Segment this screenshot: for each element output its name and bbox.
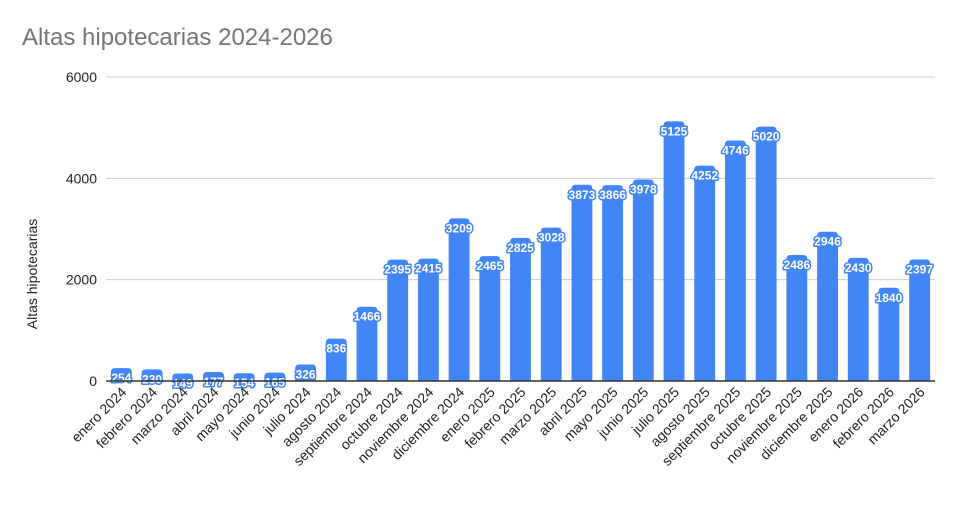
data-label: 4252	[691, 169, 718, 183]
bar	[878, 287, 900, 381]
data-label: 154	[234, 376, 254, 390]
bar	[602, 185, 624, 381]
bars	[110, 121, 931, 381]
bar	[141, 369, 163, 381]
bar	[663, 121, 685, 381]
bar	[755, 126, 777, 381]
data-label: 2486	[783, 258, 810, 272]
y-tick-label: 0	[89, 373, 97, 389]
data-label: 2415	[415, 262, 442, 276]
bar	[233, 373, 255, 381]
bar	[479, 256, 501, 381]
data-label: 1840	[876, 291, 903, 305]
bar	[203, 372, 224, 381]
chart-title: Altas hipotecarias 2024-2026	[22, 24, 333, 51]
bar	[264, 372, 286, 381]
data-label: 2465	[476, 259, 503, 273]
bar	[817, 231, 838, 381]
bar	[724, 140, 746, 381]
data-label: 2825	[507, 241, 534, 255]
data-label: 165	[265, 376, 285, 390]
data-label: 3978	[630, 182, 657, 196]
data-label: 4746	[722, 144, 749, 158]
y-axis-label: Altas hipotecarias	[24, 219, 40, 330]
bar	[694, 165, 716, 381]
data-label: 2395	[384, 263, 411, 277]
bar	[417, 258, 439, 381]
data-label: 177	[203, 375, 223, 389]
y-tick-label: 6000	[66, 69, 97, 85]
bar	[540, 227, 562, 381]
bar	[356, 306, 378, 381]
y-tick-label: 4000	[66, 170, 97, 186]
bar	[847, 257, 869, 381]
bar	[632, 179, 654, 381]
bar	[172, 373, 194, 381]
data-label: 3873	[569, 188, 596, 202]
bar	[110, 368, 132, 381]
data-label: 3866	[599, 188, 626, 202]
data-label: 2946	[814, 235, 841, 249]
data-label: 326	[296, 367, 316, 381]
data-label: 1466	[354, 310, 381, 324]
bar	[325, 338, 347, 381]
data-label: 2397	[906, 263, 933, 277]
bar	[571, 184, 593, 381]
bar	[448, 218, 470, 381]
data-label: 5020	[753, 130, 780, 144]
bar	[510, 237, 531, 381]
data-label: 149	[173, 376, 193, 390]
data-label: 836	[326, 342, 346, 356]
data-label: 230	[142, 372, 162, 386]
data-label: 3028	[538, 231, 565, 245]
data-labels: 254 230 149 177 154 165 326 836 1466 2395 2415 3209…	[110, 123, 935, 392]
bar	[909, 259, 931, 381]
y-tick-label: 2000	[66, 272, 97, 288]
bar	[387, 259, 409, 381]
data-label: 3209	[446, 221, 473, 235]
data-label: 5125	[661, 124, 688, 138]
data-label: 2430	[845, 261, 872, 275]
bar	[295, 364, 317, 381]
data-label: 254	[111, 371, 131, 385]
bar	[786, 255, 808, 381]
